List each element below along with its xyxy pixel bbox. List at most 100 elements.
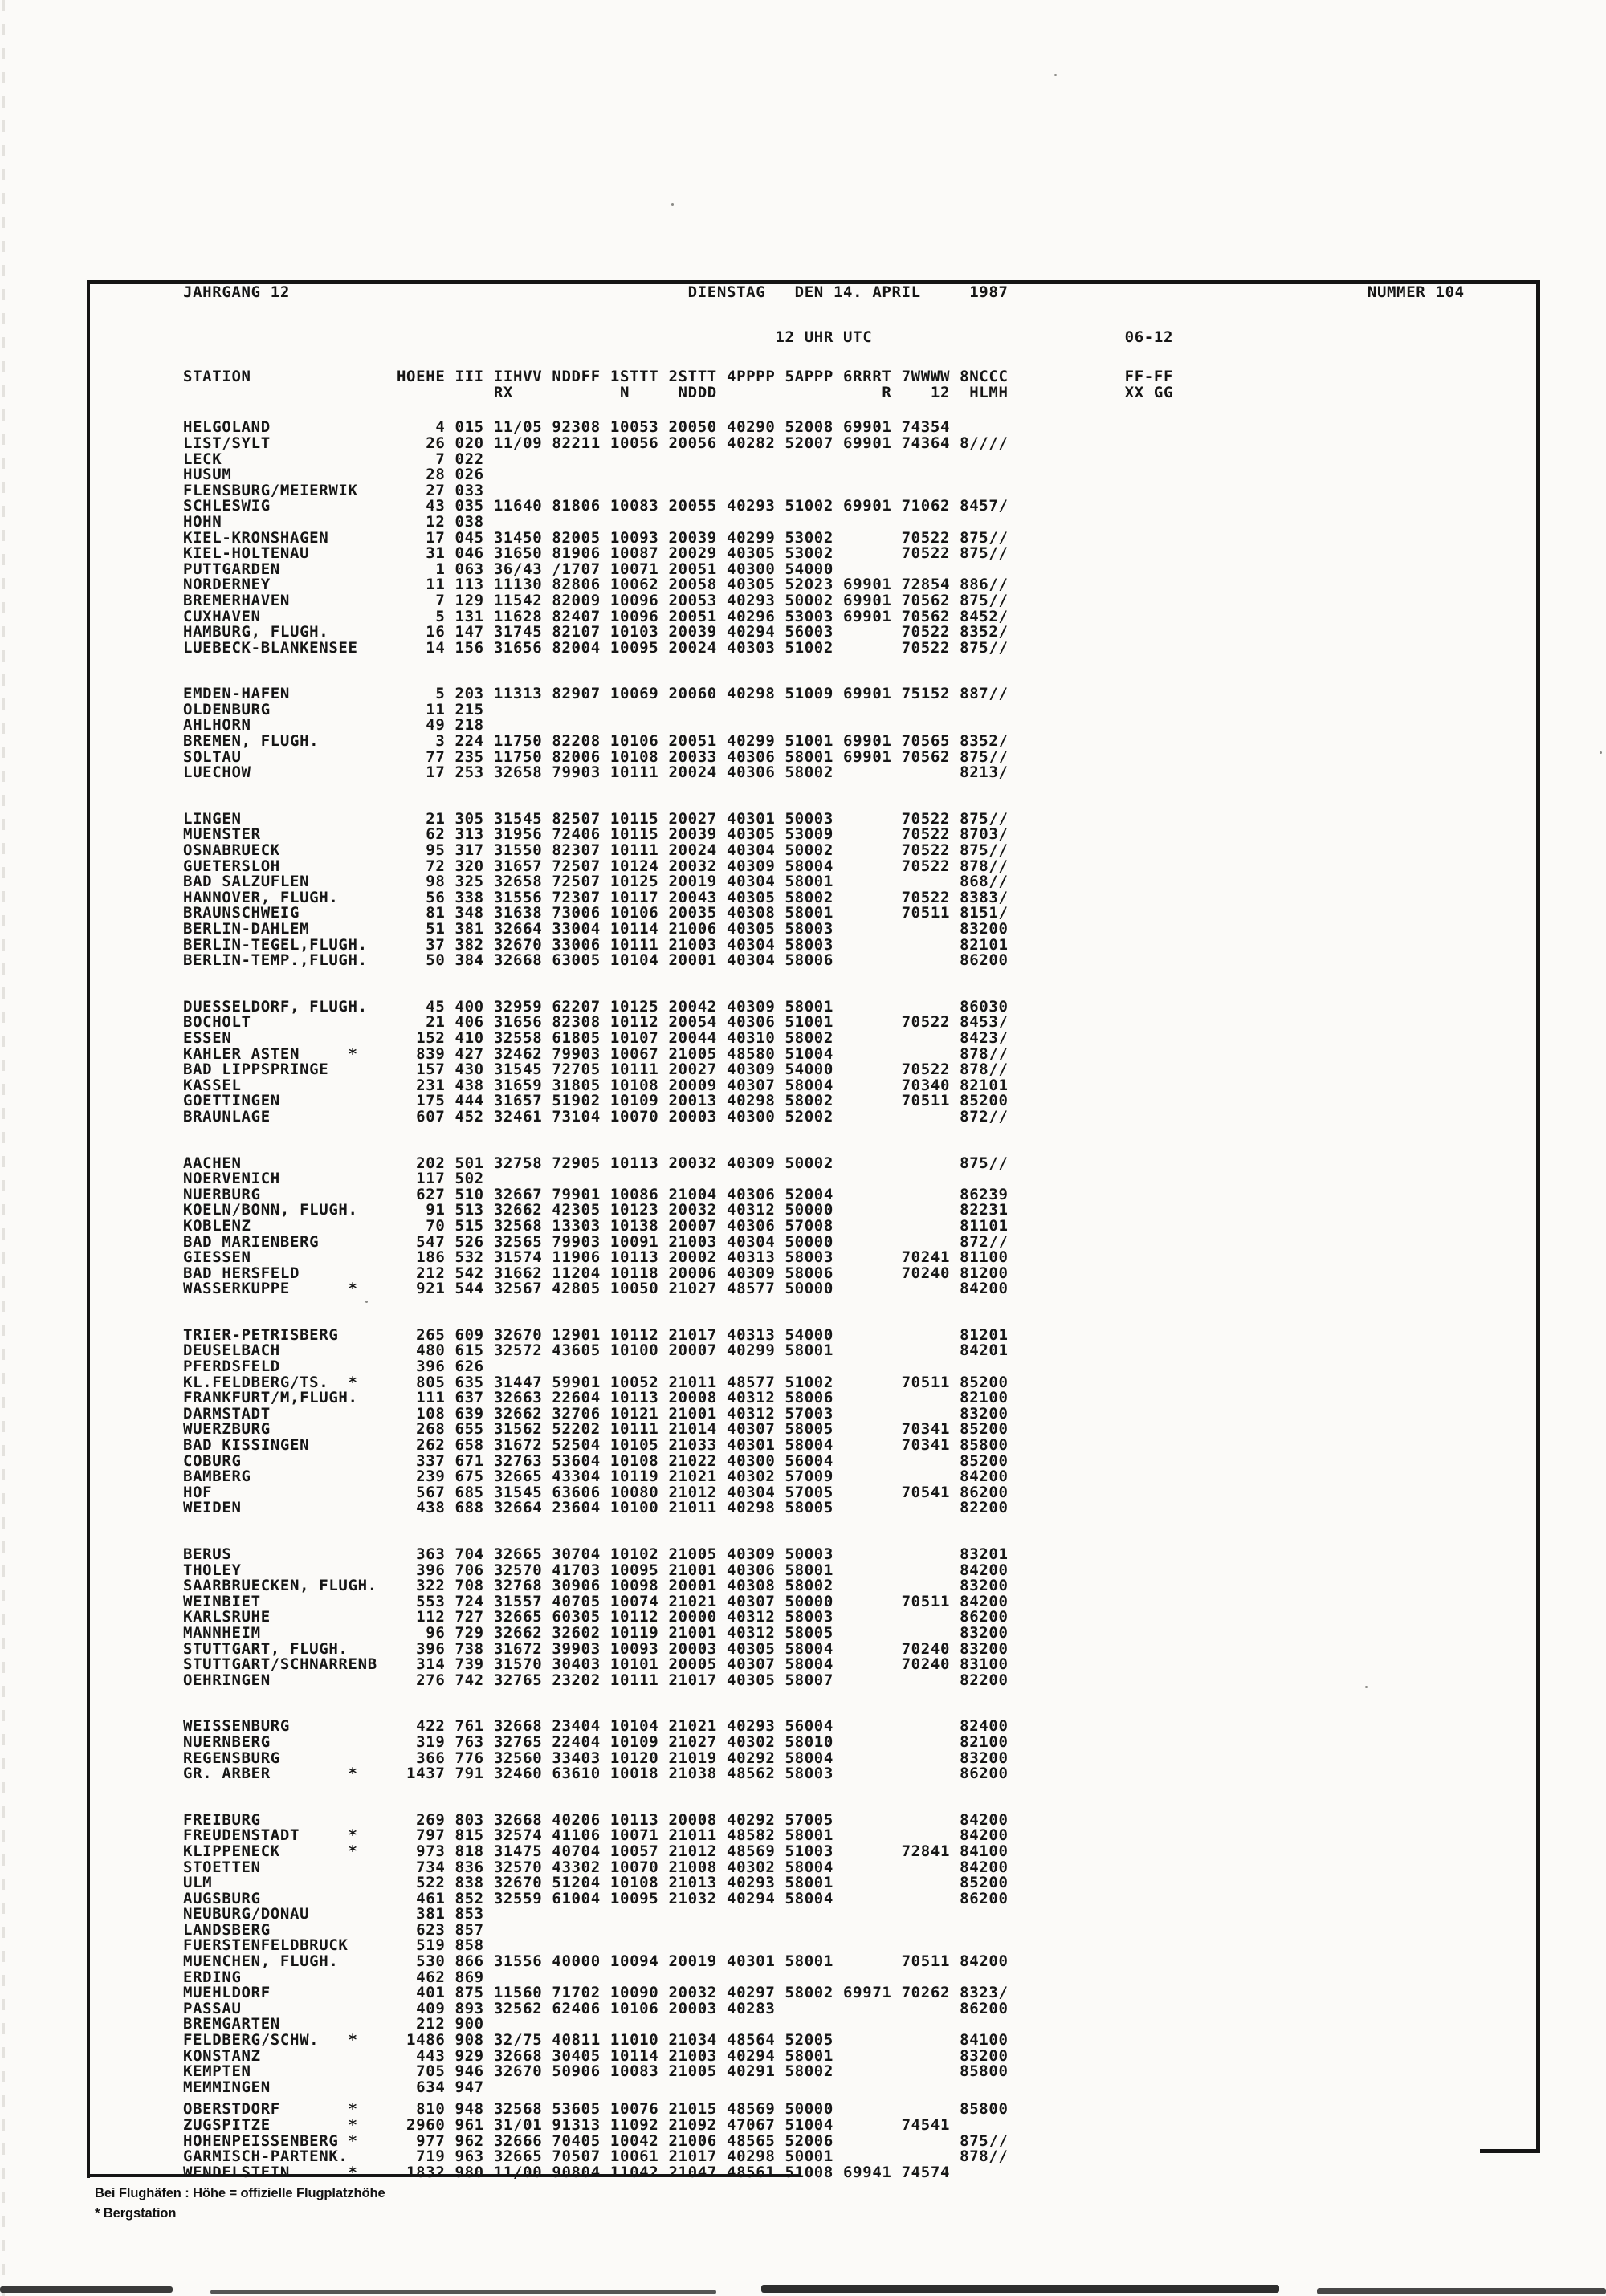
station-row: HANNOVER, FLUGH. 56 338 31556 72307 1011…	[183, 888, 1009, 906]
station-group: TRIER-PETRISBERG 265 609 32670 12901 101…	[183, 1325, 1465, 1517]
station-group: DUESSELDORF, FLUGH. 45 400 32959 62207 1…	[183, 999, 1465, 1126]
station-row: OSNABRUECK 95 317 31550 82307 10111 2002…	[183, 841, 1009, 860]
station-row: KIEL-KRONSHAGEN 17 045 31450 82005 10093…	[183, 528, 1009, 547]
footnotes: Bei Flughäfen : Höhe = offizielle Flugpl…	[95, 2184, 385, 2224]
station-row: OBERSTDORF * 810 948 32568 53605 10076 2…	[183, 2100, 1009, 2119]
station-row: HOHENPEISSENBERG * 977 962 32666 70405 1…	[183, 2131, 1009, 2150]
station-row: BERLIN-TEGEL,FLUGH. 37 382 32670 33006 1…	[183, 935, 1009, 954]
station-row: GUETERSLOH 72 320 31657 72507 10124 2003…	[183, 857, 1009, 875]
station-row: ESSEN 152 410 32558 61805 10107 20044 40…	[183, 1028, 1009, 1047]
station-row: LIST/SYLT 26 020 11/09 82211 10056 20056…	[183, 434, 1009, 452]
station-row: NOERVENICH 117 502	[183, 1170, 484, 1188]
station-group: BERUS 363 704 32665 30704 10102 21005 40…	[183, 1546, 1465, 1689]
station-row: AUGSBURG 461 852 32559 61004 10095 21032…	[183, 1889, 1009, 1907]
column-header-row-2: RX N NDDD R 12 HLMH XX GG	[183, 383, 1174, 401]
station-row: BRAUNSCHWEIG 81 348 31638 73006 10106 20…	[183, 904, 1009, 922]
masthead: JAHRGANG 12 DIENSTAG DEN 14. APRIL 1987 …	[183, 283, 1465, 301]
station-groups: HELGOLAND 4 015 11/05 92308 10053 20050 …	[183, 420, 1465, 2180]
station-row: AHLHORN 49 218	[183, 716, 484, 735]
scan-artifact	[210, 2290, 716, 2294]
station-row: BERLIN-TEMP.,FLUGH. 50 384 32668 63005 1…	[183, 951, 1009, 970]
station-row: AACHEN 202 501 32758 72905 10113 20032 4…	[183, 1154, 1009, 1172]
station-row: GR. ARBER * 1437 791 32460 63610 10018 2…	[183, 1765, 1009, 1783]
station-row: BAD SALZUFLEN 98 325 32658 72507 10125 2…	[183, 873, 1009, 891]
station-row: KARLSRUHE 112 727 32665 60305 10112 2000…	[183, 1608, 1009, 1626]
station-row: GOETTINGEN 175 444 31657 51902 10109 200…	[183, 1092, 1009, 1110]
station-row: WEIDEN 438 688 32664 23604 10100 21011 4…	[183, 1499, 1009, 1517]
station-row: MEMMINGEN 634 947	[183, 2078, 484, 2096]
station-row: KASSEL 231 438 31659 31805 10108 20009 4…	[183, 1076, 1009, 1094]
station-row: OEHRINGEN 276 742 32765 23202 10111 2101…	[183, 1671, 1009, 1689]
station-row: DUESSELDORF, FLUGH. 45 400 32959 62207 1…	[183, 997, 1009, 1016]
station-row: TRIER-PETRISBERG 265 609 32670 12901 101…	[183, 1325, 1009, 1344]
station-row: LECK 7 022	[183, 450, 484, 468]
station-row: PUTTGARDEN 1 063 36/43 /1707 10071 20051…	[183, 560, 834, 578]
table-border-top	[87, 280, 1540, 284]
station-row: ULM 522 838 32670 51204 10108 21013 4029…	[183, 1874, 1009, 1892]
station-group: EMDEN-HAFEN 5 203 11313 82907 10069 2006…	[183, 686, 1465, 781]
scan-artifact	[0, 2286, 173, 2293]
station-row: STUTTGART, FLUGH. 396 738 31672 39903 10…	[183, 1639, 1009, 1658]
station-row: WEINBIET 553 724 31557 40705 10074 21021…	[183, 1592, 1009, 1610]
station-row: PFERDSFELD 396 626	[183, 1358, 484, 1376]
scan-speck	[1054, 74, 1057, 76]
table-border-bottom-right	[1480, 2149, 1540, 2153]
station-row: WEISSENBURG 422 761 32668 23404 10104 21…	[183, 1717, 1009, 1736]
station-row: BAD KISSINGEN 262 658 31672 52504 10105 …	[183, 1436, 1009, 1455]
station-row: FLENSBURG/MEIERWIK 27 033	[183, 481, 484, 499]
station-row: KIEL-HOLTENAU 31 046 31650 81906 10087 2…	[183, 544, 1009, 563]
station-row: MANNHEIM 96 729 32662 32602 10119 21001 …	[183, 1623, 1009, 1642]
station-row: DEUSELBACH 480 615 32572 43605 10100 200…	[183, 1341, 1009, 1360]
station-group: HELGOLAND 4 015 11/05 92308 10053 20050 …	[183, 420, 1465, 656]
station-row: COBURG 337 671 32763 53604 10108 21022 4…	[183, 1451, 1009, 1470]
station-row: REGENSBURG 366 776 32560 33403 10120 210…	[183, 1748, 1009, 1767]
station-row: MUENCHEN, FLUGH. 530 866 31556 40000 100…	[183, 1952, 1009, 1971]
station-row: BREMERHAVEN 7 129 11542 82009 10096 2005…	[183, 591, 1009, 609]
table-border-left	[87, 280, 90, 2178]
station-row: FREUDENSTADT * 797 815 32574 41106 10071…	[183, 1826, 1009, 1845]
station-row: STUTTGART/SCHNARRENB 314 739 31570 30403…	[183, 1655, 1009, 1674]
station-row: KAHLER ASTEN * 839 427 32462 79903 10067…	[183, 1044, 1009, 1063]
station-row: ERDING 462 869	[183, 1968, 484, 1986]
footnote-flughafen: Bei Flughäfen : Höhe = offizielle Flugpl…	[95, 2186, 385, 2200]
station-row: ZUGSPITZE * 2960 961 31/01 91313 11092 2…	[183, 2116, 951, 2134]
station-row: LANDSBERG 623 857	[183, 1920, 484, 1939]
station-row: STOETTEN 734 836 32570 43302 10070 21008…	[183, 1858, 1009, 1876]
station-row: BERLIN-DAHLEM 51 381 32664 33004 10114 2…	[183, 920, 1009, 938]
scan-artifact	[1317, 2288, 1606, 2294]
station-row: BRAUNLAGE 607 452 32461 73104 10070 2000…	[183, 1107, 1009, 1126]
scan-speck	[1365, 1686, 1368, 1688]
station-row: KL.FELDBERG/TS. * 805 635 31447 59901 10…	[183, 1373, 1009, 1391]
station-row: WUERZBURG 268 655 31562 52202 10111 2101…	[183, 1420, 1009, 1439]
station-row: BAD HERSFELD 212 542 31662 11204 10118 2…	[183, 1264, 1009, 1282]
station-row: PASSAU 409 893 32562 62406 10106 20003 4…	[183, 1999, 1009, 2017]
station-row: SOLTAU 77 235 11750 82006 10108 20033 40…	[183, 747, 1009, 766]
station-row: BREMEN, FLUGH. 3 224 11750 82208 10106 2…	[183, 732, 1009, 751]
station-row: NORDERNEY 11 113 11130 82806 10062 20058…	[183, 576, 1009, 594]
station-row: KOBLENZ 70 515 32568 13303 10138 20007 4…	[183, 1216, 1009, 1235]
station-row: CUXHAVEN 5 131 11628 82407 10096 20051 4…	[183, 607, 1009, 625]
station-row: BAD LIPPSPRINGE 157 430 31545 72705 1011…	[183, 1060, 1009, 1079]
station-row: GIESSEN 186 532 31574 11906 10113 20002 …	[183, 1248, 1009, 1267]
scan-speck	[365, 1301, 368, 1303]
station-row: MUEHLDORF 401 875 11560 71702 10090 2003…	[183, 1984, 1009, 2002]
table-border-bottom-left	[87, 2174, 800, 2177]
station-group: OBERSTDORF * 810 948 32568 53605 10076 2…	[183, 2102, 1465, 2180]
station-group: AACHEN 202 501 32758 72905 10113 20032 4…	[183, 1154, 1465, 1298]
station-group: WEISSENBURG 422 761 32668 23404 10104 21…	[183, 1719, 1465, 1781]
station-row: KONSTANZ 443 929 32668 30405 10114 21003…	[183, 2046, 1009, 2065]
station-row: HUSUM 28 026	[183, 466, 484, 484]
station-row: BAMBERG 239 675 32665 43304 10119 21021 …	[183, 1468, 1009, 1486]
station-row: KLIPPENECK * 973 818 31475 40704 10057 2…	[183, 1842, 1009, 1860]
bulletin-content: JAHRGANG 12 DIENSTAG DEN 14. APRIL 1987 …	[183, 283, 1465, 2180]
table-border-right	[1536, 280, 1540, 2153]
station-row: NUERNBERG 319 763 32765 22404 10109 2102…	[183, 1732, 1009, 1751]
station-row: NUERBURG 627 510 32667 79901 10086 21004…	[183, 1185, 1009, 1203]
station-row: LINGEN 21 305 31545 82507 10115 20027 40…	[183, 809, 1009, 828]
footnote-bergstation: * Bergstation	[95, 2206, 177, 2221]
station-row: WASSERKUPPE * 921 544 32567 42805 10050 …	[183, 1280, 1009, 1298]
station-row: SCHLESWIG 43 035 11640 81806 10083 20055…	[183, 497, 1009, 515]
station-row: FREIBURG 269 803 32668 40206 10113 20008…	[183, 1810, 1009, 1829]
station-row: DARMSTADT 108 639 32662 32706 10121 2100…	[183, 1404, 1009, 1423]
station-row: WENDELSTEIN * 1832 980 11/00 90804 11042…	[183, 2163, 951, 2181]
